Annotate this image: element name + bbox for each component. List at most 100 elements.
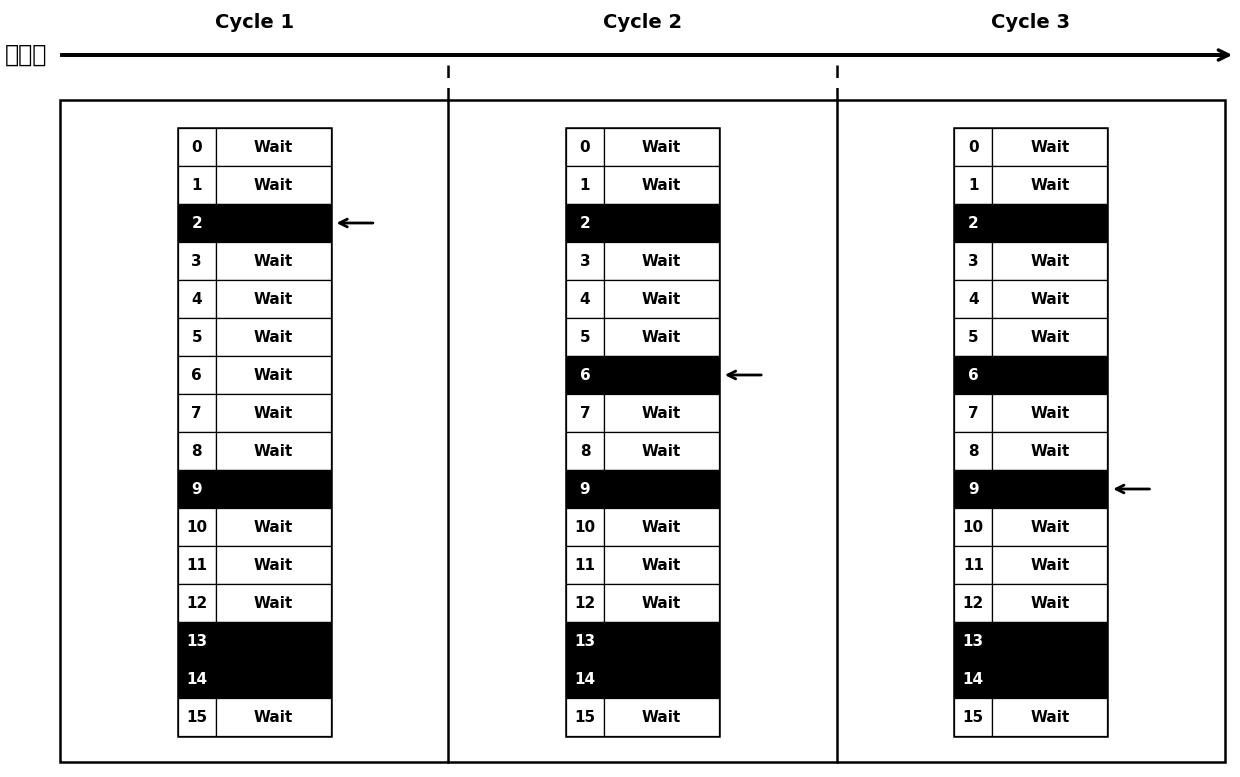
Bar [216, 280, 331, 318]
Bar [216, 242, 331, 280]
Text: 9: 9 [968, 482, 978, 497]
Bar [177, 128, 331, 736]
Text: 1: 1 [191, 177, 202, 193]
Bar [992, 660, 1107, 698]
Text: 3: 3 [191, 253, 202, 269]
Text: Wait: Wait [642, 329, 681, 344]
Text: 12: 12 [962, 595, 985, 611]
Bar [992, 546, 1107, 584]
Bar [565, 622, 604, 660]
Text: Cycle 1: Cycle 1 [215, 12, 294, 32]
Bar [216, 356, 331, 394]
Text: Wait: Wait [1030, 520, 1069, 535]
Bar [565, 242, 604, 280]
Bar [177, 470, 216, 508]
Bar [604, 508, 719, 546]
Bar [955, 508, 992, 546]
Bar [177, 394, 216, 432]
Text: 12: 12 [186, 595, 207, 611]
Text: 12: 12 [574, 595, 595, 611]
Bar [992, 394, 1107, 432]
Bar [992, 204, 1107, 242]
Text: Wait: Wait [1030, 406, 1069, 420]
Text: 5: 5 [191, 329, 202, 344]
Bar [565, 204, 604, 242]
Text: 14: 14 [574, 671, 595, 687]
Text: Wait: Wait [1030, 595, 1069, 611]
Bar [565, 698, 604, 736]
Text: Wait: Wait [642, 709, 681, 724]
Bar [565, 280, 604, 318]
Text: 9: 9 [579, 482, 590, 497]
Bar [216, 508, 331, 546]
Bar [604, 622, 719, 660]
Bar [565, 546, 604, 584]
Text: Wait: Wait [642, 444, 681, 458]
Text: 15: 15 [962, 709, 983, 724]
Bar [604, 128, 719, 166]
Text: 14: 14 [962, 671, 983, 687]
Text: Wait: Wait [642, 253, 681, 269]
Bar [955, 394, 992, 432]
Bar [955, 280, 992, 318]
Text: 10: 10 [186, 520, 207, 535]
Text: 6: 6 [968, 368, 978, 382]
Bar [604, 660, 719, 698]
Bar [604, 318, 719, 356]
Text: Wait: Wait [253, 329, 293, 344]
Text: Wait: Wait [253, 253, 293, 269]
Text: Wait: Wait [253, 140, 293, 155]
Text: Wait: Wait [253, 558, 293, 573]
Text: Wait: Wait [253, 177, 293, 193]
Text: 7: 7 [579, 406, 590, 420]
Text: Wait: Wait [253, 709, 293, 724]
Text: 8: 8 [968, 444, 978, 458]
Text: Wait: Wait [253, 291, 293, 306]
Text: 15: 15 [574, 709, 595, 724]
Text: 8: 8 [579, 444, 590, 458]
Text: 8: 8 [191, 444, 202, 458]
Text: 10: 10 [574, 520, 595, 535]
Bar [216, 470, 331, 508]
Bar [565, 128, 719, 736]
Bar [216, 128, 331, 166]
Bar [216, 698, 331, 736]
Bar [604, 698, 719, 736]
Bar [992, 166, 1107, 204]
Bar [604, 394, 719, 432]
Bar [604, 470, 719, 508]
Bar [565, 470, 604, 508]
Bar [604, 166, 719, 204]
Text: 6: 6 [191, 368, 202, 382]
Bar [177, 622, 216, 660]
Text: 6: 6 [579, 368, 590, 382]
Bar [177, 128, 216, 166]
Bar [604, 546, 719, 584]
Text: Wait: Wait [642, 177, 681, 193]
Text: 7: 7 [191, 406, 202, 420]
Bar [565, 432, 604, 470]
Bar [992, 242, 1107, 280]
Bar [955, 660, 992, 698]
Text: 14: 14 [186, 671, 207, 687]
Text: 11: 11 [574, 558, 595, 573]
Bar [992, 432, 1107, 470]
Text: Wait: Wait [1030, 329, 1069, 344]
Bar [604, 242, 719, 280]
Text: 4: 4 [579, 291, 590, 306]
Bar [216, 432, 331, 470]
Bar [955, 622, 992, 660]
Bar [565, 394, 604, 432]
Bar [992, 356, 1107, 394]
Bar [177, 660, 216, 698]
Bar [955, 128, 1107, 736]
Text: Wait: Wait [1030, 709, 1069, 724]
Bar [565, 128, 604, 166]
Text: Wait: Wait [642, 595, 681, 611]
Text: 1: 1 [580, 177, 590, 193]
Text: 15: 15 [186, 709, 207, 724]
Bar [955, 242, 992, 280]
Text: 9: 9 [191, 482, 202, 497]
Bar [177, 508, 216, 546]
Text: 10: 10 [962, 520, 983, 535]
